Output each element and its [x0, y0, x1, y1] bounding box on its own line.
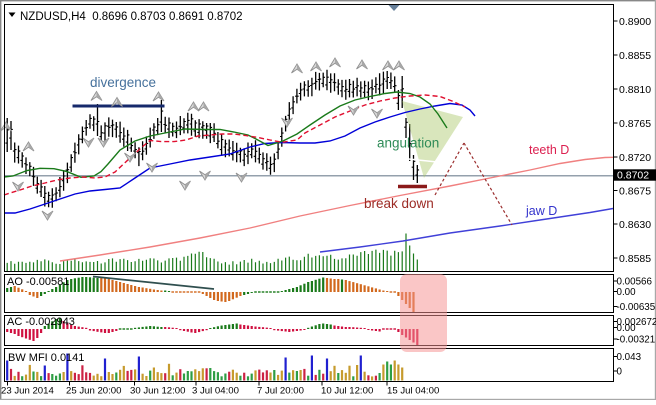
svg-text:0.8720: 0.8720: [619, 152, 651, 164]
svg-text:15 Jul 04:00: 15 Jul 04:00: [387, 386, 439, 397]
svg-text:0: 0: [617, 367, 623, 378]
svg-text:30 Jun 12:00: 30 Jun 12:00: [130, 386, 185, 397]
svg-text:0.043: 0.043: [617, 352, 642, 363]
svg-text:0.8900: 0.8900: [619, 16, 651, 28]
svg-text:divergence: divergence: [90, 75, 156, 90]
svg-text:0.8675: 0.8675: [619, 185, 651, 197]
svg-text:-0.00635: -0.00635: [617, 302, 656, 313]
svg-text:AC -0.002943: AC -0.002943: [7, 316, 75, 328]
svg-text:-0.00321: -0.00321: [617, 335, 656, 346]
svg-text:0.8855: 0.8855: [619, 50, 651, 62]
svg-text:7 Jul 20:00: 7 Jul 20:00: [257, 386, 304, 397]
svg-text:25 Jun 20:00: 25 Jun 20:00: [66, 386, 121, 397]
svg-text:0.8765: 0.8765: [619, 118, 651, 130]
svg-text:angulation: angulation: [377, 136, 439, 151]
svg-text:0.00566: 0.00566: [617, 277, 653, 288]
svg-text:0.8585: 0.8585: [619, 253, 651, 265]
svg-text:AO -0.00581: AO -0.00581: [7, 276, 69, 288]
svg-text:0.8630: 0.8630: [619, 219, 651, 231]
svg-text:10 Jul 12:00: 10 Jul 12:00: [321, 386, 373, 397]
svg-text:BW MFI 0.0141: BW MFI 0.0141: [8, 352, 84, 364]
svg-text:NZDUSD,H4 0.8696 0.8703 0.869: NZDUSD,H4 0.8696 0.8703 0.8691 0.8702: [20, 11, 242, 23]
svg-text:0.8810: 0.8810: [619, 84, 651, 96]
svg-text:teeth D: teeth D: [529, 143, 569, 157]
svg-text:0.8702: 0.8702: [617, 169, 649, 181]
svg-text:0.00: 0.00: [617, 323, 637, 334]
svg-text:0.00: 0.00: [617, 287, 637, 298]
svg-text:3 Jul 04:00: 3 Jul 04:00: [192, 386, 239, 397]
svg-text:jaw D: jaw D: [525, 204, 557, 218]
svg-text:break down: break down: [364, 196, 434, 211]
svg-text:23 Jun 2014: 23 Jun 2014: [1, 386, 54, 397]
